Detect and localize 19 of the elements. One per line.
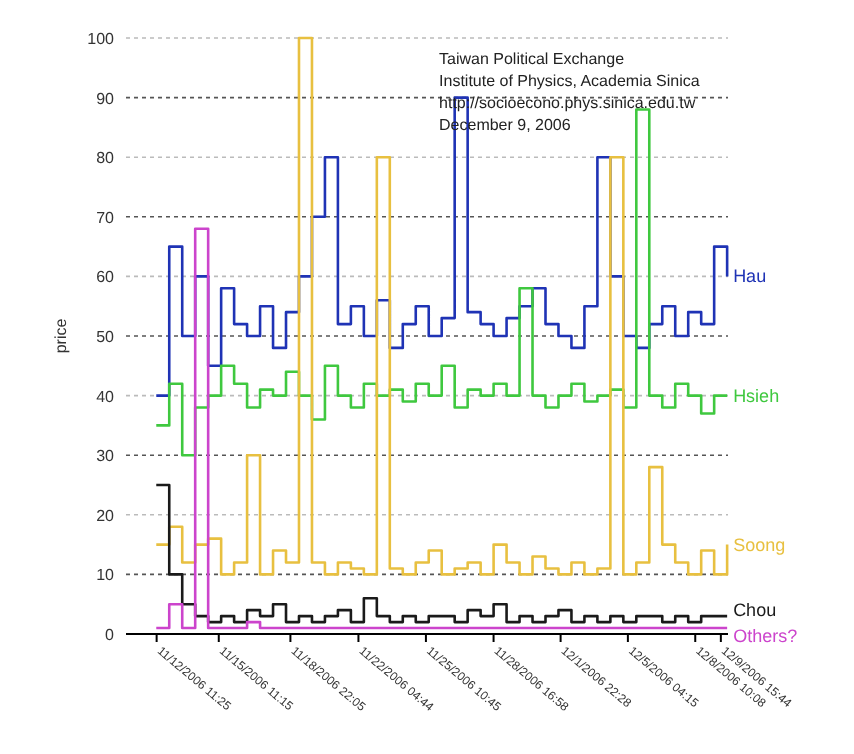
y-tick-label: 30 xyxy=(96,447,116,466)
y-tick-label: 80 xyxy=(96,149,116,168)
y-tick-label: 0 xyxy=(105,626,116,644)
y-tick-label: 50 xyxy=(96,328,116,346)
y-tick-label: 20 xyxy=(96,506,116,525)
series-label: Soong xyxy=(733,534,786,555)
series-label: Chou xyxy=(733,600,777,621)
annotation: Institute of Physics, Academia Sinica xyxy=(439,72,701,90)
y-tick-label: 90 xyxy=(96,89,116,108)
y-axis-title: price xyxy=(52,317,70,354)
annotation: Taiwan Political Exchange xyxy=(439,50,626,68)
y-tick-label: 70 xyxy=(96,208,116,227)
y-tick-label: 60 xyxy=(96,268,116,287)
series-label: Hau xyxy=(733,266,767,287)
y-tick-label: 100 xyxy=(87,30,116,48)
series-label: Others? xyxy=(733,626,798,647)
y-tick-label: 10 xyxy=(96,566,116,585)
y-tick-label: 40 xyxy=(96,387,116,406)
series-label: Hsieh xyxy=(733,385,780,406)
